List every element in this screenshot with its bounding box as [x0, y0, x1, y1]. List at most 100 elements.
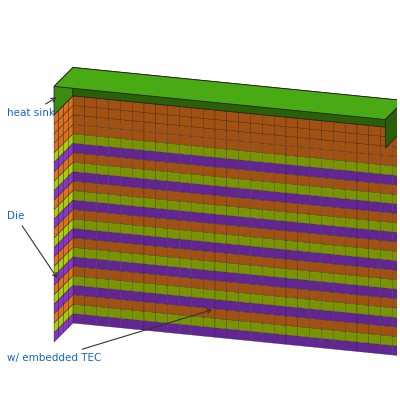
Polygon shape	[286, 184, 298, 194]
Polygon shape	[203, 289, 215, 299]
Polygon shape	[274, 144, 286, 155]
Polygon shape	[85, 248, 97, 259]
Polygon shape	[322, 338, 333, 349]
Polygon shape	[392, 175, 400, 186]
Polygon shape	[333, 245, 345, 256]
Polygon shape	[250, 132, 262, 143]
Polygon shape	[274, 201, 286, 212]
Polygon shape	[59, 105, 64, 120]
Polygon shape	[333, 131, 345, 142]
Polygon shape	[381, 146, 392, 156]
Polygon shape	[286, 316, 298, 327]
Polygon shape	[270, 116, 286, 122]
Polygon shape	[64, 214, 68, 228]
Polygon shape	[262, 162, 274, 173]
Polygon shape	[168, 190, 180, 201]
Polygon shape	[286, 164, 298, 175]
Polygon shape	[369, 135, 381, 146]
Polygon shape	[85, 239, 97, 250]
Polygon shape	[59, 200, 64, 214]
Polygon shape	[227, 263, 239, 273]
Polygon shape	[227, 149, 239, 160]
Polygon shape	[324, 127, 340, 132]
Polygon shape	[73, 228, 85, 239]
Polygon shape	[191, 193, 203, 204]
Polygon shape	[132, 282, 144, 292]
Polygon shape	[333, 160, 345, 170]
Polygon shape	[120, 242, 132, 253]
Polygon shape	[215, 110, 227, 121]
Polygon shape	[120, 100, 132, 111]
Polygon shape	[180, 277, 191, 288]
Polygon shape	[128, 102, 144, 108]
Polygon shape	[392, 279, 400, 290]
Polygon shape	[106, 110, 123, 116]
Polygon shape	[158, 110, 175, 116]
Polygon shape	[274, 126, 286, 136]
Polygon shape	[262, 332, 274, 343]
Polygon shape	[215, 167, 227, 178]
Polygon shape	[108, 166, 120, 176]
Polygon shape	[333, 292, 345, 303]
Polygon shape	[250, 208, 262, 219]
Polygon shape	[357, 190, 369, 201]
Polygon shape	[120, 224, 132, 234]
Polygon shape	[97, 316, 108, 327]
Polygon shape	[298, 185, 310, 195]
Polygon shape	[68, 247, 73, 262]
Polygon shape	[262, 266, 274, 277]
Polygon shape	[298, 222, 310, 233]
Polygon shape	[85, 126, 97, 136]
Polygon shape	[64, 242, 68, 257]
Polygon shape	[312, 126, 328, 131]
Polygon shape	[73, 172, 85, 182]
Polygon shape	[180, 182, 191, 193]
Polygon shape	[345, 208, 357, 219]
Polygon shape	[97, 240, 108, 251]
Polygon shape	[322, 158, 333, 169]
Polygon shape	[381, 288, 392, 298]
Polygon shape	[298, 289, 310, 299]
Polygon shape	[168, 228, 180, 239]
Polygon shape	[144, 198, 156, 208]
Polygon shape	[54, 186, 59, 200]
Polygon shape	[168, 181, 180, 192]
Polygon shape	[73, 115, 85, 126]
Polygon shape	[64, 195, 68, 210]
Polygon shape	[357, 285, 369, 296]
Polygon shape	[345, 322, 357, 332]
Polygon shape	[75, 102, 92, 108]
Polygon shape	[262, 228, 274, 239]
Polygon shape	[381, 344, 392, 355]
Polygon shape	[132, 244, 144, 254]
Polygon shape	[59, 247, 64, 262]
Polygon shape	[364, 126, 381, 131]
Polygon shape	[274, 211, 286, 221]
Polygon shape	[310, 195, 322, 206]
Polygon shape	[59, 153, 64, 167]
Polygon shape	[381, 240, 392, 251]
Polygon shape	[383, 132, 400, 138]
Polygon shape	[120, 157, 132, 168]
Polygon shape	[156, 123, 168, 134]
Polygon shape	[239, 330, 250, 341]
Polygon shape	[250, 237, 262, 247]
Polygon shape	[144, 302, 156, 312]
Polygon shape	[274, 182, 286, 193]
Text: Die: Die	[7, 211, 56, 277]
Polygon shape	[73, 134, 85, 144]
Polygon shape	[215, 186, 227, 196]
Polygon shape	[156, 246, 168, 257]
Polygon shape	[108, 289, 120, 299]
Polygon shape	[248, 124, 265, 130]
Polygon shape	[213, 121, 229, 127]
Polygon shape	[73, 238, 85, 248]
Polygon shape	[298, 336, 310, 347]
Polygon shape	[310, 214, 322, 225]
Polygon shape	[392, 336, 400, 347]
Polygon shape	[120, 252, 132, 263]
Polygon shape	[156, 114, 168, 124]
Polygon shape	[215, 129, 227, 140]
Polygon shape	[227, 187, 239, 198]
Polygon shape	[227, 196, 239, 207]
